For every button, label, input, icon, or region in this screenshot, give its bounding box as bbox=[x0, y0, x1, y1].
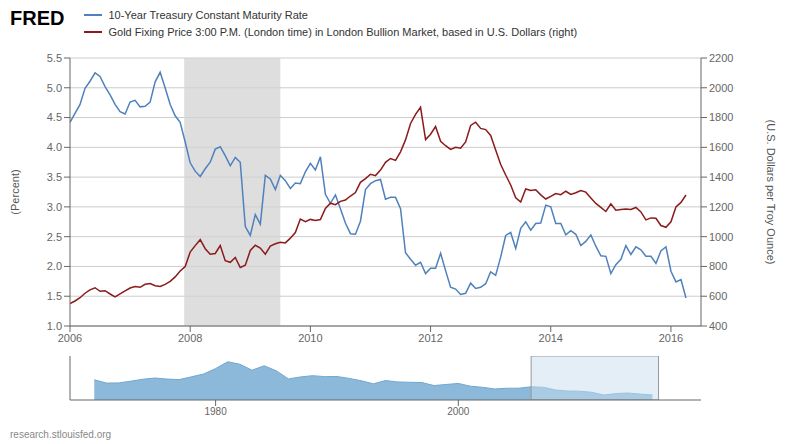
svg-text:2.0: 2.0 bbox=[47, 260, 62, 272]
svg-text:(Percent): (Percent) bbox=[9, 169, 21, 214]
svg-text:2006: 2006 bbox=[58, 332, 82, 344]
svg-text:5.5: 5.5 bbox=[47, 52, 62, 64]
svg-text:1400: 1400 bbox=[709, 171, 733, 183]
svg-text:400: 400 bbox=[709, 320, 727, 332]
svg-text:1600: 1600 bbox=[709, 141, 733, 153]
svg-text:2.5: 2.5 bbox=[47, 231, 62, 243]
svg-text:2016: 2016 bbox=[659, 332, 683, 344]
svg-text:2000: 2000 bbox=[447, 406, 470, 417]
svg-text:2200: 2200 bbox=[709, 52, 733, 64]
svg-text:(U.S. Dollars per Troy Ounce): (U.S. Dollars per Troy Ounce) bbox=[765, 120, 777, 265]
svg-text:3.5: 3.5 bbox=[47, 171, 62, 183]
svg-text:1200: 1200 bbox=[709, 201, 733, 213]
svg-text:800: 800 bbox=[709, 260, 727, 272]
svg-text:1800: 1800 bbox=[709, 111, 733, 123]
svg-text:2008: 2008 bbox=[178, 332, 202, 344]
html-text:10-Year Treasury Constant Matu: 10-Year Treasury Constant Maturity Rate bbox=[108, 8, 308, 21]
svg-text:4.0: 4.0 bbox=[47, 141, 62, 153]
html-text:research.stlouisfed.org: research.stlouisfed.org bbox=[10, 429, 112, 440]
svg-text:1980: 1980 bbox=[204, 406, 227, 417]
svg-text:5.0: 5.0 bbox=[47, 82, 62, 94]
svg-text:3.0: 3.0 bbox=[47, 201, 62, 213]
svg-text:2010: 2010 bbox=[298, 332, 322, 344]
svg-text:4.5: 4.5 bbox=[47, 111, 62, 123]
svg-text:600: 600 bbox=[709, 290, 727, 302]
svg-text:2012: 2012 bbox=[418, 332, 442, 344]
html-text:Gold Fixing Price 3:00 P.M. (L: Gold Fixing Price 3:00 P.M. (London time… bbox=[108, 25, 578, 38]
svg-text:1.0: 1.0 bbox=[47, 320, 62, 332]
html-text:FRED: FRED bbox=[10, 7, 65, 29]
svg-text:1000: 1000 bbox=[709, 231, 733, 243]
svg-text:1.5: 1.5 bbox=[47, 290, 62, 302]
svg-text:2014: 2014 bbox=[539, 332, 563, 344]
svg-text:2000: 2000 bbox=[709, 82, 733, 94]
